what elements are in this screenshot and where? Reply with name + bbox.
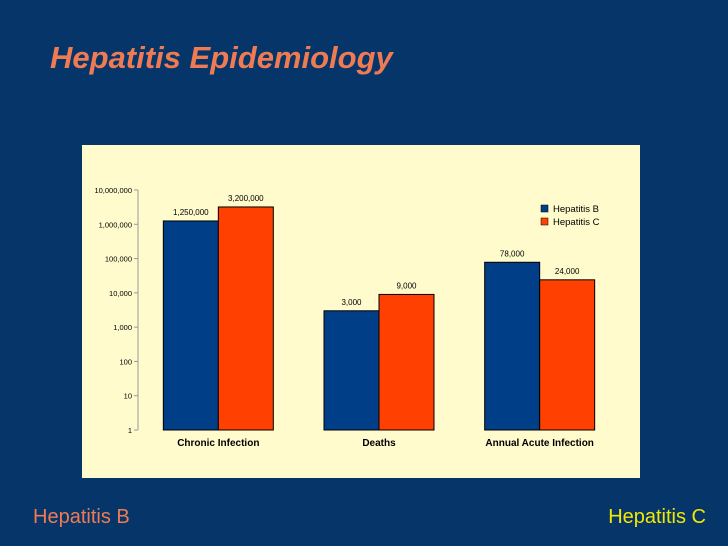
y-tick-label: 10,000 [109, 289, 132, 298]
x-tick-label: Chronic Infection [177, 438, 259, 449]
data-label: 3,200,000 [228, 194, 264, 203]
legend-label: Hepatitis B [553, 204, 599, 215]
data-label: 3,000 [341, 298, 362, 307]
slide-title: Hepatitis Epidemiology [50, 40, 393, 75]
footer-hepatitis-c: Hepatitis C [608, 506, 706, 528]
x-tick-label: Deaths [362, 438, 396, 449]
legend-swatch [540, 217, 549, 226]
x-tick-label: Annual Acute Infection [485, 438, 594, 449]
data-label: 9,000 [396, 281, 417, 290]
bar-hepatitis-b [162, 220, 219, 431]
bar-hepatitis-c [217, 206, 274, 431]
y-tick-label: 1 [128, 426, 132, 435]
data-label: 24,000 [555, 267, 580, 276]
y-tick-label: 10 [124, 392, 132, 401]
bar-hepatitis-b [323, 310, 380, 431]
data-label: 78,000 [500, 249, 525, 258]
bar-hepatitis-c [378, 293, 435, 431]
chart-panel: 1 10 100 1,000 10,000 100,000 1,000,000 10,000,… [82, 145, 640, 478]
footer-hepatitis-b: Hepatitis B [33, 506, 130, 528]
legend-label: Hepatitis C [553, 217, 600, 228]
legend-swatch [540, 204, 549, 213]
y-tick-label: 100,000 [105, 255, 132, 264]
y-tick-label: 100 [119, 357, 132, 366]
y-tick-label: 1,000 [113, 323, 132, 332]
data-label: 1,250,000 [173, 208, 209, 217]
bar-chart: 1 10 100 1,000 10,000 100,000 1,000,000 10,000,… [94, 186, 600, 449]
bar-hepatitis-c [539, 279, 596, 431]
bar-hepatitis-b [484, 261, 541, 431]
y-tick-label: 1,000,000 [99, 220, 132, 229]
y-tick-label: 10,000,000 [94, 186, 132, 195]
